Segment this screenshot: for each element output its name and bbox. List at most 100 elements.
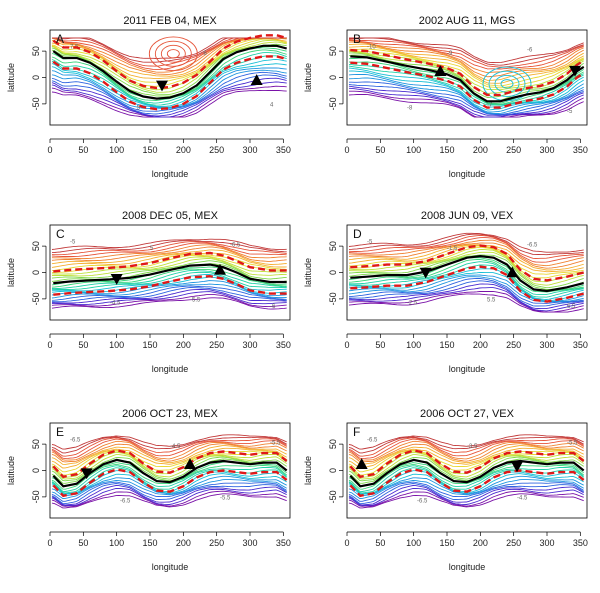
contour-line xyxy=(51,297,287,310)
contour-line xyxy=(348,271,584,302)
contour-label: -6.5 xyxy=(367,437,378,443)
contour-label: -6.5 xyxy=(70,437,81,443)
contour-line xyxy=(51,493,287,509)
contour-line xyxy=(51,293,287,308)
contour-label: -4.5 xyxy=(517,496,528,502)
contour-line xyxy=(51,479,287,499)
contour-line xyxy=(51,242,287,257)
contour-label: 5 xyxy=(150,246,154,252)
contour-line xyxy=(348,447,584,469)
panel-d: 2008 JUN 09, VEX -5 -2.5 -1.5 5.5 -6.5 6.5 D 0 50… xyxy=(303,210,588,374)
contour-line xyxy=(51,241,287,256)
x-tick-label: 250 xyxy=(209,145,224,155)
contour-label: -6.5 xyxy=(527,243,538,249)
panel-e: 2006 OCT 23, MEX -6.5 -6.5 -4.5 -5.5 -5.5 E 0 50… xyxy=(6,408,291,572)
contour-label: 5 xyxy=(137,106,141,112)
x-tick-label: 150 xyxy=(142,538,157,548)
x-tick-label: 0 xyxy=(344,145,349,155)
contour-label: 6.5 xyxy=(567,304,576,310)
contour-line xyxy=(51,280,287,297)
contour-label: -5.5 xyxy=(567,441,578,447)
contour-line xyxy=(348,483,584,505)
contour-line xyxy=(51,256,287,275)
dashed-boundary xyxy=(52,468,288,498)
x-tick-label: 100 xyxy=(109,145,124,155)
boundary-line xyxy=(349,458,585,488)
y-axis-label: latitude xyxy=(303,456,313,485)
x-tick-label: 350 xyxy=(276,538,291,548)
contour-line xyxy=(348,454,584,480)
x-tick-label: 150 xyxy=(439,145,454,155)
y-tick-label: 50 xyxy=(328,439,338,449)
contour-line xyxy=(348,290,584,313)
contour-line xyxy=(349,41,584,78)
contour-line xyxy=(348,274,584,302)
contour-line xyxy=(348,245,584,275)
contour-label: -6 xyxy=(527,48,533,54)
contour-label: -5.5 xyxy=(220,496,231,502)
y-tick-label: 50 xyxy=(31,439,41,449)
dashed-boundary xyxy=(350,61,585,109)
x-tick-label: 50 xyxy=(375,538,385,548)
contour-line xyxy=(51,465,287,492)
marker-triangle-down xyxy=(110,274,123,285)
contour-line xyxy=(348,437,584,457)
contour-label: 4 xyxy=(270,103,274,109)
dashed-boundary xyxy=(349,468,585,498)
marker-triangle-down xyxy=(156,80,168,92)
x-axis-label: longitude xyxy=(152,364,189,374)
contour-line xyxy=(348,73,584,113)
contour-field: -6.5 -6.5 -3.5 -4.5 -5.5 xyxy=(348,434,584,509)
contour-line xyxy=(51,289,287,304)
contour-line xyxy=(348,49,584,89)
contour-line xyxy=(349,37,584,66)
y-tick-label: 50 xyxy=(31,46,41,56)
boundary-line xyxy=(350,254,584,293)
contour-line xyxy=(51,475,287,497)
marker-triangle-up xyxy=(250,74,263,85)
contour-field: -10 -8 -9 -7 -6 -5 xyxy=(348,37,584,118)
contour-line xyxy=(51,69,287,110)
contour-line xyxy=(51,58,287,107)
marker-triangle-down xyxy=(511,461,523,473)
contour-line xyxy=(349,90,584,118)
contour-line xyxy=(349,52,584,98)
dashed-boundary xyxy=(53,274,287,296)
y-tick-label: 0 xyxy=(31,270,41,275)
dashed-boundary xyxy=(349,449,585,479)
contour-line xyxy=(51,249,287,265)
contour-line xyxy=(348,242,584,269)
contour-line xyxy=(51,481,287,502)
panel-c: 2008 DEC 05, MEX -5 -4.5 5 -5.5 -6.5 -6 C 0 50 100… xyxy=(6,210,291,374)
contour-line xyxy=(348,244,584,273)
contour-line xyxy=(51,490,287,507)
contour-line xyxy=(348,487,584,506)
marker-triangle-up xyxy=(214,263,226,275)
contour-line xyxy=(51,483,287,505)
contour-line xyxy=(51,252,287,268)
contour-label: -5.5 xyxy=(190,298,201,304)
panel-letter: F xyxy=(353,425,360,439)
x-tick-label: 0 xyxy=(47,340,52,350)
contour-label: -4.5 xyxy=(110,301,121,307)
contour-line xyxy=(51,63,287,108)
contour-label: -7 xyxy=(487,103,493,109)
contour-line xyxy=(348,232,584,253)
contour-line xyxy=(348,485,584,506)
x-axis-label: longitude xyxy=(449,169,486,179)
contour-line xyxy=(348,434,584,450)
y-tick-label: 0 xyxy=(328,468,338,473)
marker-triangle-up xyxy=(434,65,447,76)
panel-title: 2008 DEC 05, MEX xyxy=(122,210,219,222)
marker-triangle-down xyxy=(569,65,581,77)
contour-line xyxy=(348,436,584,454)
dashed-boundary xyxy=(53,251,287,273)
contour-line xyxy=(348,438,584,460)
contour-line xyxy=(348,84,584,116)
contour-label: -6.5 xyxy=(417,499,428,505)
contour-line xyxy=(51,283,287,299)
contour-line xyxy=(348,440,584,461)
x-tick-label: 50 xyxy=(78,340,88,350)
contour-label: -5.5 xyxy=(270,441,281,447)
